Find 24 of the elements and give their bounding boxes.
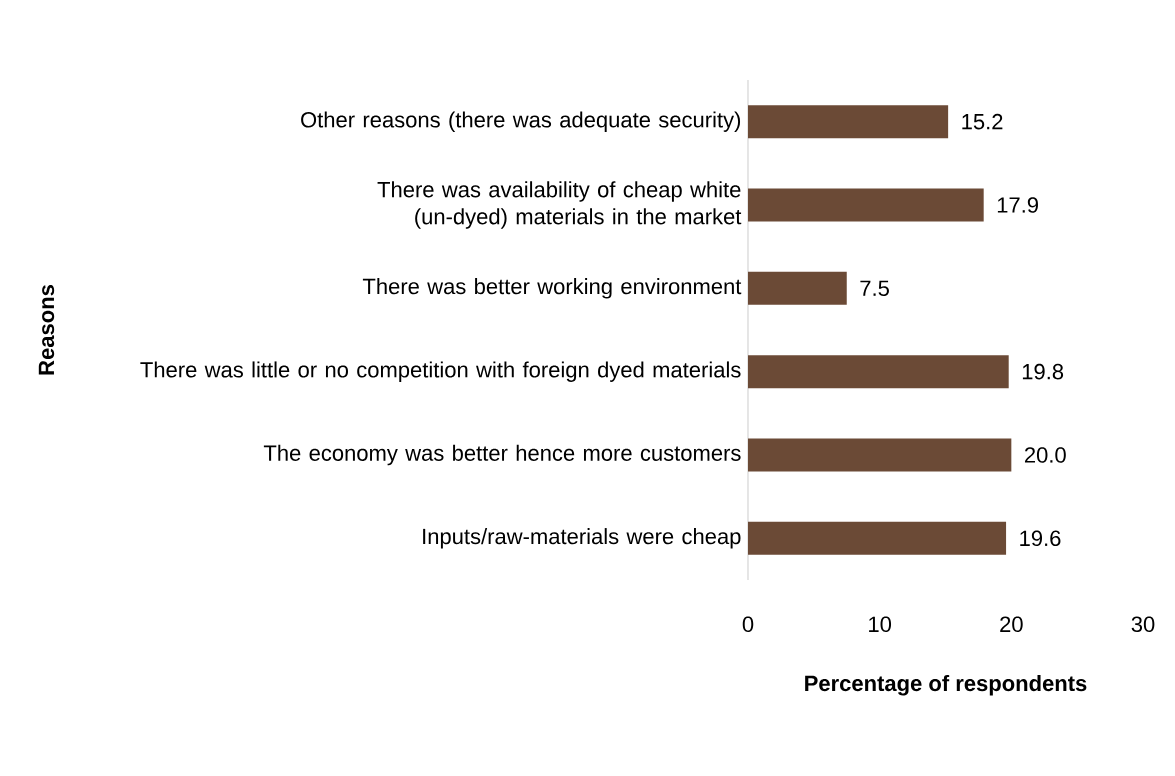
y-tick-label: The economy was better hence more customers: [263, 444, 741, 466]
data-label: 7.5: [860, 280, 889, 296]
x-tick-label: 0: [742, 616, 754, 633]
bar: [748, 355, 1009, 389]
bar: [748, 438, 1012, 472]
data-label: 19.6: [1020, 530, 1061, 547]
data-label: 15.2: [962, 113, 1003, 130]
y-tick-label: There was little or no competition with foreign dyed materials: [140, 361, 741, 382]
x-tick-label: 30: [1131, 616, 1155, 633]
bar: [748, 271, 847, 305]
y-axis-title: Reasons: [38, 285, 55, 375]
bar: [748, 105, 949, 139]
data-label: 19.8: [1022, 363, 1064, 380]
x-tick-label: 10: [869, 616, 892, 633]
data-label: 20.0: [1024, 447, 1066, 463]
bar: [748, 521, 1007, 555]
y-tick-label: There was better working environment: [362, 278, 742, 299]
x-axis-title: Percentage of respondents: [805, 674, 1087, 696]
data-label: 17.9: [997, 197, 1038, 213]
y-tick-label: Other reasons (there was adequate security): [301, 111, 741, 132]
y-tick-label: There was availability of cheap white (un-dyed) materials in the market: [377, 181, 742, 229]
y-tick-label: Inputs/raw-materials were cheap: [423, 528, 741, 549]
bar: [748, 188, 984, 222]
x-tick-label: 20: [1000, 616, 1023, 633]
